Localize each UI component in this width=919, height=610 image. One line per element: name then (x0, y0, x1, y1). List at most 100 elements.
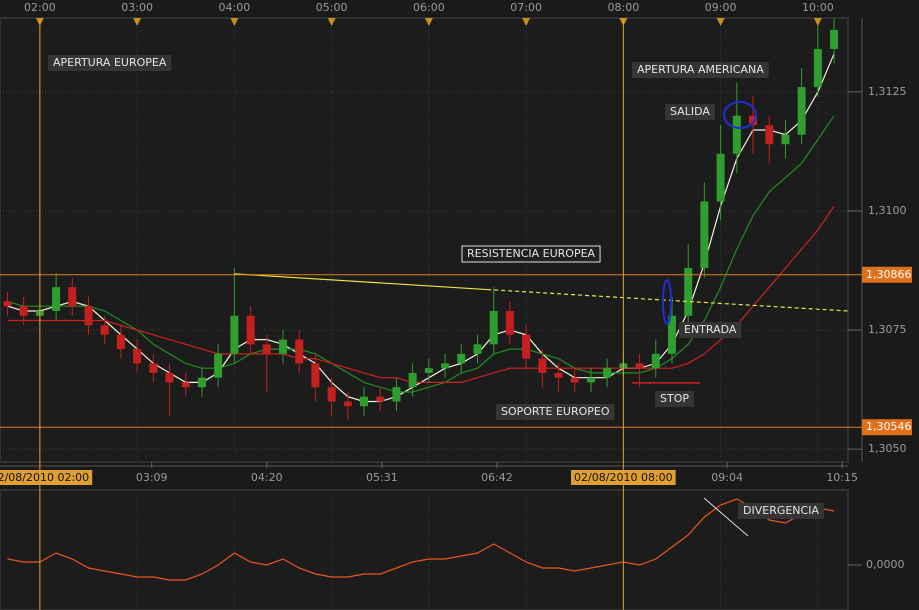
trendline (234, 273, 488, 291)
candle-body (262, 344, 271, 354)
y-tick-label: 0,0000 (866, 558, 905, 571)
price-plot (0, 18, 848, 462)
candle-body (246, 315, 255, 345)
x-tick-marker (424, 18, 433, 26)
candle-body (197, 377, 206, 388)
candle-body (651, 353, 660, 369)
candle-body (457, 353, 466, 364)
candle-body (732, 115, 741, 154)
trendline (487, 288, 848, 312)
annotation-box (461, 245, 601, 263)
x-tick-marker (813, 18, 822, 26)
annotations: APERTURA EUROPEA APERTURA AMERICANA SALIDA… (48, 55, 824, 519)
oscillator-panel (0, 489, 849, 610)
candle-body (441, 363, 450, 369)
candle-body (765, 125, 774, 145)
annotation-box (665, 104, 715, 120)
candle-body (781, 134, 790, 145)
x-tick-label: 04:20 (251, 471, 283, 484)
exit-marker (723, 101, 757, 129)
candle-body (813, 48, 822, 88)
annotation-box (655, 391, 694, 407)
y-tick-label: 1,3100 (868, 204, 907, 217)
candle-body (68, 287, 77, 307)
candle-body (165, 372, 174, 383)
annotation: DIVERGENCIA (743, 504, 819, 517)
level-label: 1,30546 (866, 420, 912, 433)
candle-body (343, 401, 352, 407)
y-tick-label: 1,3125 (868, 85, 907, 98)
level-label-box (862, 266, 912, 283)
x-tick-marker (327, 18, 336, 26)
candle-body (554, 372, 563, 378)
annotation-box (632, 62, 769, 78)
candle-body (489, 310, 498, 345)
annotation-box (496, 404, 615, 420)
candle-body (100, 325, 109, 335)
x-tick-label: 09:04 (711, 471, 743, 484)
annotation: SALIDA (670, 105, 710, 118)
x-tick-marker (716, 18, 725, 26)
y-tick-label: 1,3050 (868, 442, 907, 455)
candle-body (278, 339, 287, 354)
candle-body (424, 368, 433, 373)
entry-marker (662, 279, 672, 325)
x-tick-label: 06:00 (413, 1, 445, 14)
candle-body (684, 268, 693, 316)
candle-body (181, 382, 190, 388)
candle-body (133, 349, 142, 364)
candle-body (116, 334, 125, 350)
x-tick-label: 04:00 (219, 1, 251, 14)
candle-body (667, 315, 676, 354)
session-label-box (0, 470, 93, 485)
candle-body (392, 387, 401, 402)
candle-body (700, 201, 709, 269)
candle-body (3, 301, 12, 307)
candle-body (84, 306, 93, 326)
x-tick-label: 02:00 (24, 1, 56, 14)
session-label: 02/08/2010 08:00 (574, 471, 673, 484)
annotation: APERTURA AMERICANA (637, 63, 764, 76)
candle-body (522, 334, 531, 359)
x-tick-label: 05:00 (316, 1, 348, 14)
candle-body (473, 344, 482, 354)
annotation: STOP (660, 392, 689, 405)
annotation-box (738, 503, 824, 519)
candle-body (149, 363, 158, 373)
x-tick-label: 10:15 (826, 471, 858, 484)
annotation-box (679, 322, 742, 338)
candle-body (748, 115, 757, 126)
level-label: 1,30866 (866, 268, 912, 281)
x-tick-marker (522, 18, 531, 26)
candle-body (359, 396, 368, 407)
annotation: SOPORTE EUROPEO (501, 405, 610, 418)
x-tick-marker (133, 18, 142, 26)
candle-body (311, 363, 320, 388)
candle-body (538, 358, 547, 373)
x-tick-label: 09:00 (705, 1, 737, 14)
candle-body (376, 396, 385, 402)
moving-average (7, 205, 835, 383)
y-tick-label: 1,3075 (868, 323, 907, 336)
x-tick-label: 08:00 (608, 1, 640, 14)
candle-body (505, 310, 514, 335)
annotation: RESISTENCIA EUROPEA (467, 247, 596, 260)
x-tick-label: 06:42 (481, 471, 513, 484)
x-tick-label: 05:31 (366, 471, 398, 484)
candle-body (408, 372, 417, 388)
candle-body (635, 363, 644, 369)
session-label: 02/08/2010 02:00 (0, 471, 89, 484)
candle-body (327, 387, 336, 402)
candle-body (570, 377, 579, 383)
x-tick-label: 03:09 (136, 471, 168, 484)
candle-body (214, 353, 223, 378)
x-tick-label: 07:00 (510, 1, 542, 14)
candle-body (586, 377, 595, 383)
candle-body (230, 315, 239, 354)
x-tick-label: 10:00 (802, 1, 834, 14)
annotation: APERTURA EUROPEA (53, 56, 167, 69)
level-label-box (862, 419, 912, 436)
